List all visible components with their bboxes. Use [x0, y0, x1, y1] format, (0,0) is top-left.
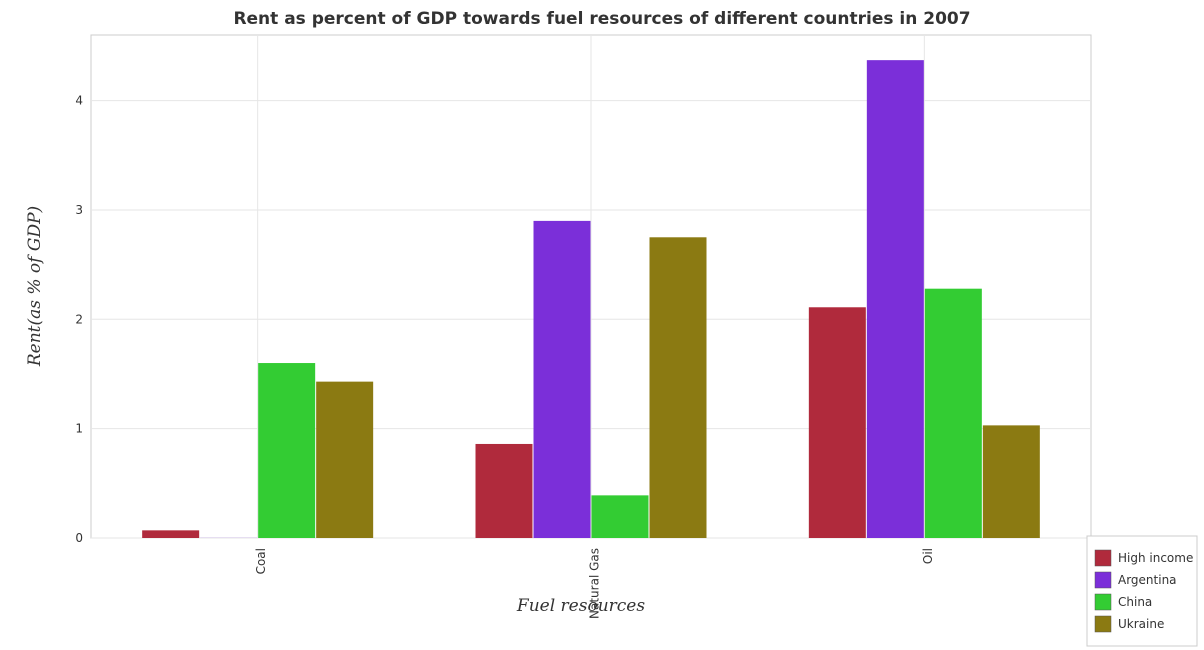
legend-swatch	[1094, 549, 1112, 567]
legend-label: Ukraine	[1118, 617, 1164, 631]
legend: High income Argentina China Ukraine	[1086, 535, 1198, 647]
bar	[591, 495, 649, 538]
bar	[808, 307, 866, 538]
legend-label: High income	[1118, 551, 1193, 565]
legend-swatch	[1094, 571, 1112, 589]
bar	[533, 220, 591, 539]
bars	[142, 60, 1040, 539]
legend-swatch	[1094, 615, 1112, 633]
x-axis-label: Fuel resources	[516, 596, 645, 616]
x-tick-label: Coal	[254, 548, 268, 574]
x-axis-ticks: Coal Natural Gas Oil	[254, 548, 935, 619]
bar	[866, 60, 924, 539]
y-axis-ticks: 0 1 2 3 4	[75, 94, 83, 545]
bar	[316, 381, 374, 538]
bar	[649, 237, 707, 539]
y-tick-label: 3	[75, 203, 83, 217]
grid-lines	[91, 35, 1091, 539]
chart-title: Rent as percent of GDP towards fuel reso…	[233, 9, 970, 29]
y-tick-label: 4	[75, 94, 83, 108]
y-tick-label: 0	[75, 531, 83, 545]
bar	[142, 530, 200, 538]
bar	[982, 425, 1040, 538]
x-tick-label: Natural Gas	[588, 548, 602, 619]
y-axis-label: Rent(as % of GDP)	[25, 206, 45, 367]
legend-label: China	[1118, 595, 1152, 609]
legend-label: Argentina	[1118, 573, 1177, 587]
y-tick-label: 2	[75, 312, 83, 326]
bar	[475, 443, 533, 538]
legend-swatch	[1094, 593, 1112, 611]
y-tick-label: 1	[75, 422, 83, 436]
bar	[258, 363, 316, 538]
legend-items: High income Argentina China Ukraine	[1094, 549, 1193, 633]
x-tick-label: Oil	[921, 548, 935, 564]
bar	[924, 288, 982, 538]
